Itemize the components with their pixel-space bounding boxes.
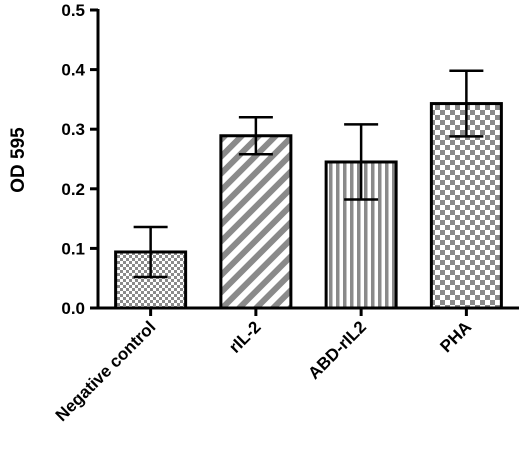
y-axis-title: OD 595 — [8, 127, 29, 193]
x-tick-label: rIL-2 — [225, 317, 264, 356]
y-tick-label: 0.3 — [61, 120, 85, 139]
y-tick-label: 0.2 — [61, 180, 85, 199]
y-tick-label: 0.1 — [61, 239, 85, 258]
bar-ril-2 — [219, 134, 293, 310]
y-axis: 0.0 0.1 0.2 0.3 0.4 0.5 — [61, 1, 100, 318]
bar-pha — [429, 102, 503, 310]
y-tick-label: 0.0 — [61, 299, 85, 318]
x-tick-label: PHA — [436, 317, 475, 356]
x-axis: Negative control rIL-2 ABD-rIL2 PHA — [52, 306, 519, 425]
x-tick-label: ABD-rIL2 — [304, 317, 370, 383]
y-tick-label: 0.4 — [61, 61, 85, 80]
bars-group — [114, 102, 503, 310]
y-tick-label: 0.5 — [61, 1, 85, 20]
x-tick-label: Negative control — [52, 317, 160, 425]
error-bars-group — [133, 69, 484, 279]
